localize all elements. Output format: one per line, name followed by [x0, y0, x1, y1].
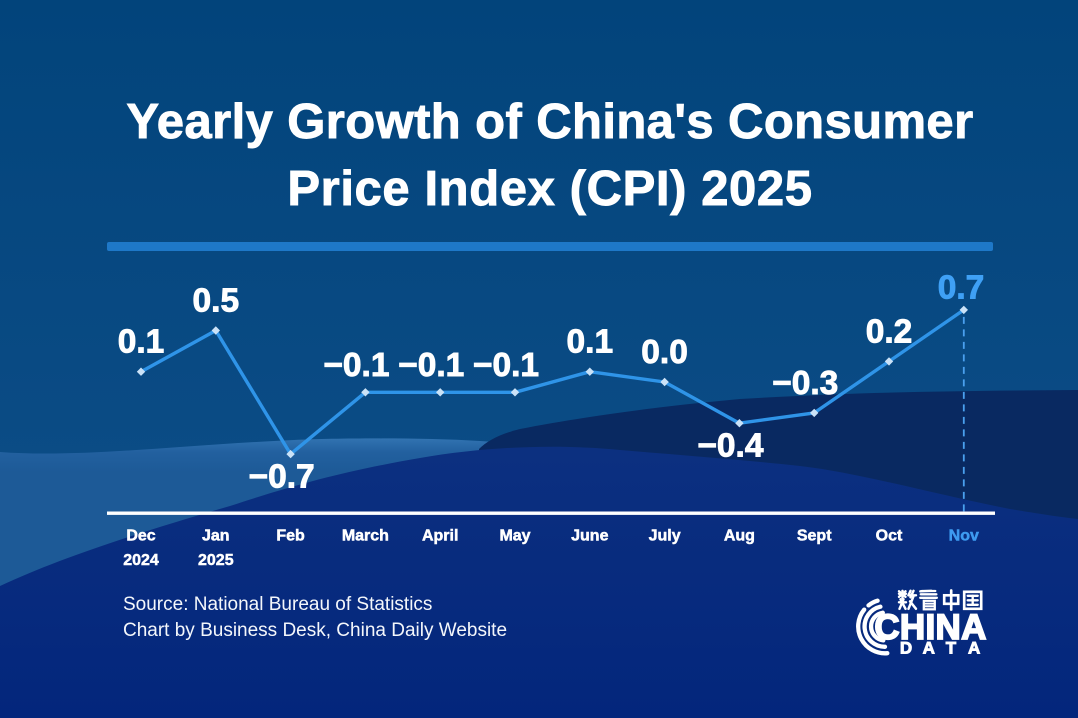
svg-text:−0.1: −0.1 [473, 347, 539, 384]
svg-text:−0.7: −0.7 [249, 459, 315, 496]
svg-text:−0.3: −0.3 [772, 365, 838, 402]
svg-text:2024: 2024 [123, 552, 159, 569]
svg-text:0.5: 0.5 [193, 283, 240, 320]
svg-text:Oct: Oct [876, 528, 903, 545]
svg-text:Dec: Dec [126, 528, 155, 545]
svg-text:Sept: Sept [797, 528, 832, 545]
svg-text:Jan: Jan [202, 528, 230, 545]
svg-text:0.1: 0.1 [118, 324, 165, 361]
svg-text:March: March [342, 528, 389, 545]
svg-text:May: May [499, 528, 530, 545]
svg-text:CHINA: CHINA [874, 608, 986, 647]
svg-text:−0.1: −0.1 [323, 347, 389, 384]
svg-text:June: June [571, 528, 608, 545]
svg-text:D: D [900, 639, 912, 658]
svg-text:T: T [946, 639, 957, 658]
svg-text:Nov: Nov [949, 528, 979, 545]
svg-text:April: April [422, 528, 458, 545]
svg-text:−0.4: −0.4 [697, 428, 764, 465]
svg-text:0.2: 0.2 [866, 313, 913, 350]
svg-text:−0.1: −0.1 [398, 347, 464, 384]
svg-text:A: A [923, 639, 935, 658]
svg-text:Feb: Feb [276, 528, 305, 545]
svg-text:July: July [649, 528, 681, 545]
svg-text:0.0: 0.0 [641, 334, 688, 371]
svg-text:A: A [968, 639, 980, 658]
svg-text:2025: 2025 [198, 552, 234, 569]
svg-text:0.1: 0.1 [567, 324, 614, 361]
svg-text:Aug: Aug [724, 528, 755, 545]
svg-text:0.7: 0.7 [938, 270, 985, 307]
